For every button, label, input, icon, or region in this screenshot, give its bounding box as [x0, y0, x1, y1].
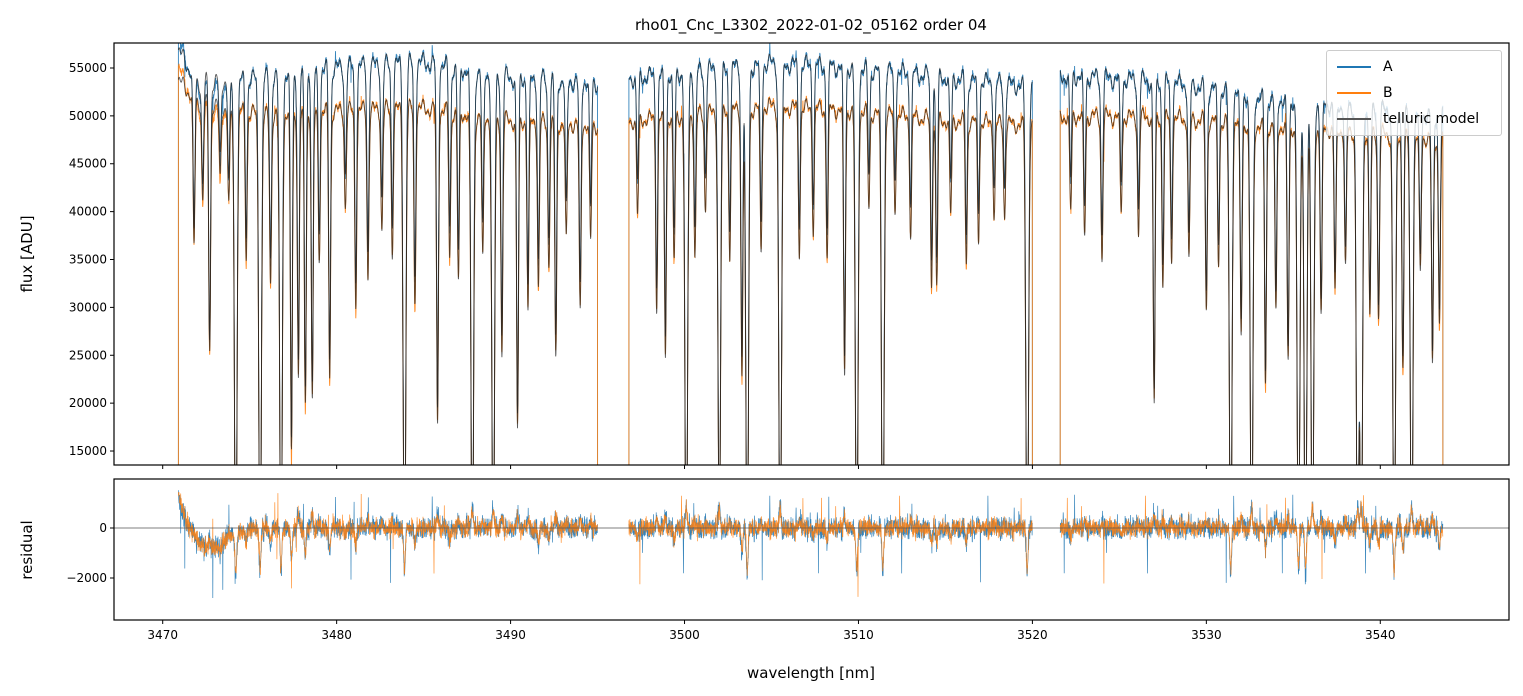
legend-label-a: A [1383, 59, 1393, 75]
telluric-model-b-line [177, 76, 598, 465]
x-tick-label: 3530 [1191, 628, 1222, 642]
residual-b-line [628, 495, 1033, 597]
y-tick-label: 15000 [69, 444, 107, 458]
x-tick-label: 3500 [669, 628, 700, 642]
x-tick-label: 3480 [321, 628, 352, 642]
x-tick-label: 3510 [843, 628, 874, 642]
y-tick-label: 45000 [69, 157, 107, 171]
legend: A B telluric model [1326, 50, 1502, 136]
residual-y-tick-label: −2000 [66, 571, 107, 585]
residual-axes-frame [113, 478, 1510, 621]
telluric-model-b-line [1059, 107, 1444, 465]
telluric-model-a-line [628, 53, 1033, 465]
y-tick-label: 25000 [69, 348, 107, 362]
residual-y-tick-label: 0 [99, 521, 107, 535]
legend-label-b: B [1383, 85, 1393, 101]
telluric-model-a-line [177, 47, 598, 465]
y-tick-label: 50000 [69, 109, 107, 123]
x-axis-label: wavelength [nm] [747, 664, 875, 682]
flux-panel [177, 43, 1444, 465]
x-tick-label: 3540 [1365, 628, 1396, 642]
x-tick-label: 3470 [147, 628, 178, 642]
y-tick-label: 30000 [69, 300, 107, 314]
legend-label-model: telluric model [1383, 111, 1480, 127]
residual-b-line [178, 492, 598, 589]
residual-panel [114, 490, 1509, 599]
y-axis-label-residual: residual [18, 520, 36, 579]
y-tick-label: 35000 [69, 253, 107, 267]
flux-axes-frame [113, 42, 1510, 466]
x-tick-label: 3520 [1017, 628, 1048, 642]
legend-entry-model: telluric model [1337, 109, 1479, 129]
legend-entry-a: A [1337, 57, 1393, 77]
y-tick-label: 40000 [69, 205, 107, 219]
telluric-model-b-line [628, 97, 1033, 465]
residual-a-line [178, 490, 598, 599]
x-tick-label: 3490 [495, 628, 526, 642]
chart-title: rho01_Cnc_L3302_2022-01-02_05162 order 0… [635, 16, 987, 35]
y-tick-label: 55000 [69, 61, 107, 75]
residual-b-line [1059, 495, 1444, 584]
residual-a-line [628, 495, 1033, 583]
y-tick-label: 20000 [69, 396, 107, 410]
y-axis-label-flux: flux [ADU] [18, 215, 36, 292]
legend-entry-b: B [1337, 83, 1393, 103]
